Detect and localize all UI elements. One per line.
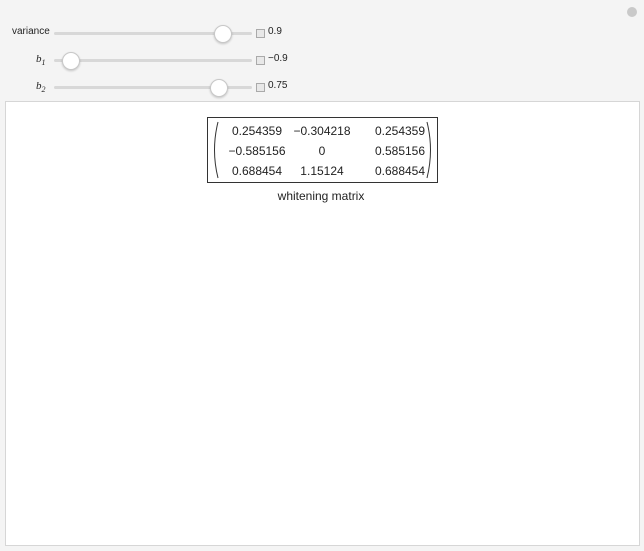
matrix-caption: whitening matrix bbox=[277, 189, 365, 203]
options-button[interactable] bbox=[627, 7, 637, 17]
matrix-brackets: before whitening−4−4−4−2−2−2000222444x1x… bbox=[214, 121, 431, 179]
slider-label: variance bbox=[12, 26, 50, 37]
slider-value: 0.75 bbox=[268, 80, 288, 91]
slider-thumb[interactable] bbox=[214, 25, 232, 43]
slider-label: b1 bbox=[36, 53, 46, 67]
label-sub: 1 bbox=[41, 58, 46, 68]
slider-value: 0.9 bbox=[268, 26, 282, 37]
slider-track[interactable] bbox=[54, 25, 252, 43]
expand-button[interactable] bbox=[256, 29, 265, 38]
matrix-cell: 0.585156 bbox=[374, 144, 426, 158]
slider-control: b2 0.75 bbox=[0, 77, 300, 97]
slider-value: −0.9 bbox=[268, 53, 288, 64]
label-sub: 2 bbox=[41, 85, 46, 95]
matrix-cell: 0.688454 bbox=[231, 164, 283, 178]
matrix-cell: −0.304218 bbox=[293, 124, 351, 138]
slider-track[interactable] bbox=[54, 79, 252, 97]
matrix-cell: 0.254359 bbox=[374, 124, 426, 138]
label-text: b bbox=[36, 80, 42, 92]
expand-button[interactable] bbox=[256, 56, 265, 65]
output-panel: 0.254359 −0.304218 0.254359 −0.585156 0 0.585… bbox=[5, 101, 640, 546]
slider-label: b2 bbox=[36, 80, 46, 94]
slider-thumb[interactable] bbox=[210, 79, 228, 97]
matrix: 0.254359 −0.304218 0.254359 −0.585156 0 0.585… bbox=[207, 117, 438, 183]
slider-track[interactable] bbox=[54, 52, 252, 70]
slider-control: variance 0.9 bbox=[0, 23, 300, 43]
expand-button[interactable] bbox=[256, 83, 265, 92]
slider-thumb[interactable] bbox=[62, 52, 80, 70]
matrix-cell: 0 bbox=[318, 144, 326, 158]
matrix-cell: −0.585156 bbox=[228, 144, 286, 158]
plots bbox=[6, 102, 639, 545]
matrix-cell: 0.254359 bbox=[231, 124, 283, 138]
matrix-cell: 0.688454 bbox=[374, 164, 426, 178]
matrix-cell: 1.15124 bbox=[300, 164, 344, 178]
slider-control: b1 −0.9 bbox=[0, 50, 300, 70]
label-text: b bbox=[36, 53, 42, 65]
